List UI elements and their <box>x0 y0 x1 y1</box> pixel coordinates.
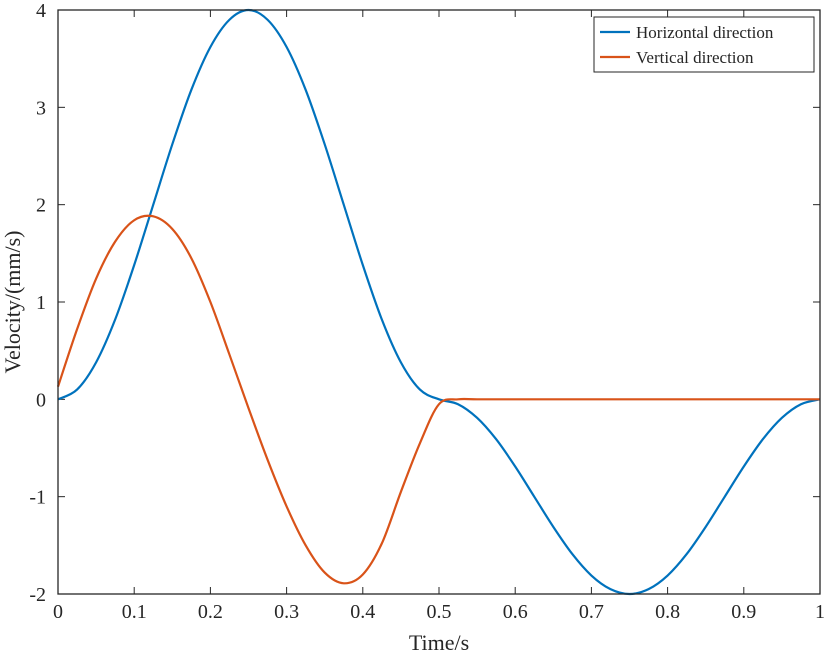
y-tick-label: 4 <box>36 0 46 22</box>
x-tick-label: 0.2 <box>198 601 223 623</box>
x-tick-label: 0.5 <box>427 601 452 623</box>
x-tick-label: 0.4 <box>350 601 375 623</box>
ticks <box>57 9 821 595</box>
x-tick-label: 0.1 <box>122 601 147 623</box>
series-line-1 <box>56 214 820 585</box>
legend-box <box>593 16 815 73</box>
x-tick-label: 0.7 <box>579 601 604 623</box>
series-lines <box>56 8 821 596</box>
x-tick-label: 0.9 <box>731 601 756 623</box>
y-axis-label: Velocity/(mm/s) <box>0 231 25 374</box>
legend: Horizontal direction Vertical direction <box>593 16 815 73</box>
x-axis-label: Time/s <box>409 630 469 655</box>
x-tick-label: 1 <box>815 601 825 623</box>
y-tick-label: 3 <box>36 97 46 119</box>
y-tick-label: 1 <box>36 292 46 314</box>
tick-labels: 0 0.1 0.2 0.3 0.4 0.5 0.6 0.7 0.8 0.9 1 -2 -1 0 1 2 3 4 <box>29 0 825 623</box>
y-tick-label: 2 <box>36 195 46 217</box>
x-tick-label: 0.8 <box>655 601 680 623</box>
y-tick-label: -2 <box>29 584 46 606</box>
series-line-0 <box>57 8 821 596</box>
x-tick-label: 0.6 <box>503 601 528 623</box>
y-tick-label: -1 <box>29 487 46 509</box>
axes-frame <box>57 9 821 595</box>
y-tick-label: 0 <box>36 389 46 411</box>
x-tick-label: 0.3 <box>274 601 299 623</box>
x-tick-label: 0 <box>53 601 63 623</box>
legend-label-horizontal: Horizontal direction <box>636 23 774 42</box>
legend-label-vertical: Vertical direction <box>636 48 754 67</box>
